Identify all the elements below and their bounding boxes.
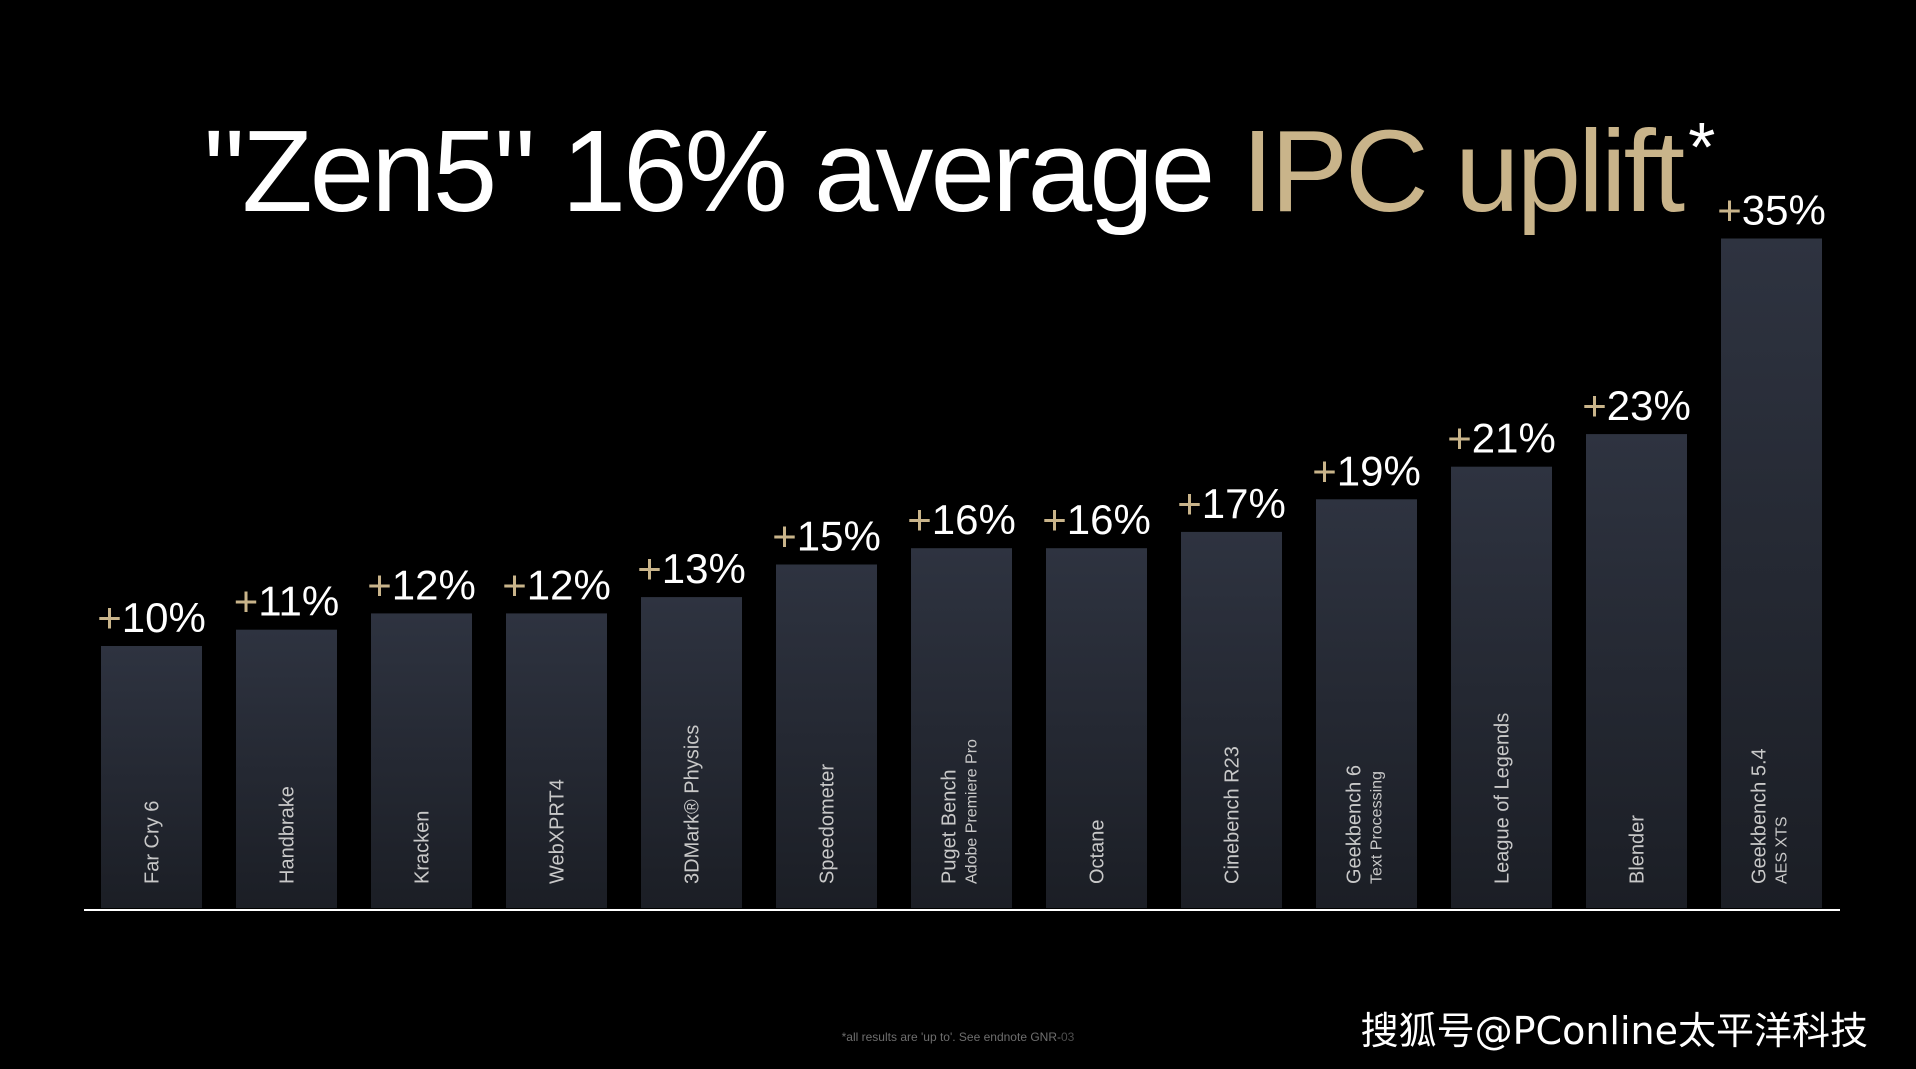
bar-10 bbox=[1316, 499, 1417, 908]
category-label-9: Cinebench R23 bbox=[1222, 746, 1244, 884]
category-label-1: Far Cry 6 bbox=[142, 801, 164, 884]
footnote-code: 03 bbox=[1061, 1030, 1075, 1044]
footnote: *all results are 'up to'. See endnote GN… bbox=[0, 1030, 1916, 1044]
bar-7 bbox=[911, 548, 1012, 908]
category-label-2: Handbrake bbox=[277, 786, 299, 884]
value-label-13: +35% bbox=[1717, 187, 1826, 234]
value-label-1: +10% bbox=[97, 594, 206, 641]
value-label-8: +16% bbox=[1042, 496, 1151, 543]
category-sublabel-10: Text Processing bbox=[1369, 771, 1386, 884]
category-label-8: Octane bbox=[1087, 820, 1109, 884]
bar-1 bbox=[101, 646, 202, 908]
category-label-13: Geekbench 5.4 bbox=[1749, 748, 1771, 884]
category-sublabel-13: AES XTS bbox=[1774, 816, 1791, 884]
bar-12 bbox=[1586, 434, 1687, 908]
category-label-12: Blender bbox=[1627, 815, 1649, 884]
title-asterisk: * bbox=[1688, 108, 1715, 186]
category-label-3: Kracken bbox=[412, 811, 434, 884]
bar-9 bbox=[1181, 531, 1282, 908]
value-label-9: +17% bbox=[1177, 480, 1286, 527]
value-label-4: +12% bbox=[502, 561, 611, 608]
slide-title: "Zen5" 16% average IPC uplift* bbox=[0, 106, 1916, 236]
bars-group: +10% Far Cry 6 +11% Handbrake +12% Kracken +12… bbox=[97, 187, 1826, 908]
value-label-2: +11% bbox=[234, 578, 339, 625]
title-highlight: IPC uplift bbox=[1241, 106, 1685, 236]
watermark: 搜狐号@PConline太平洋科技 bbox=[1360, 1009, 1868, 1053]
value-label-5: +13% bbox=[637, 545, 746, 592]
value-label-11: +21% bbox=[1447, 415, 1556, 462]
bar-2 bbox=[236, 629, 337, 908]
bar-5 bbox=[641, 597, 742, 908]
value-label-6: +15% bbox=[772, 513, 881, 560]
category-sublabel-7: Adobe Premiere Pro bbox=[964, 739, 981, 884]
value-label-10: +19% bbox=[1312, 447, 1421, 494]
value-label-3: +12% bbox=[367, 561, 476, 608]
bar-8 bbox=[1046, 548, 1147, 908]
bar-6 bbox=[776, 564, 877, 908]
footnote-text: *all results are 'up to'. See endnote GN… bbox=[841, 1030, 1061, 1044]
bar-3 bbox=[371, 613, 472, 908]
category-label-7: Puget Bench bbox=[939, 769, 961, 884]
bar-11 bbox=[1451, 466, 1552, 908]
value-label-7: +16% bbox=[907, 496, 1016, 543]
category-label-11: League of Legends bbox=[1492, 713, 1514, 884]
category-label-5: 3DMark® Physics bbox=[682, 725, 704, 884]
category-label-10: Geekbench 6 bbox=[1344, 765, 1366, 884]
title-main: "Zen5" 16% average bbox=[203, 106, 1242, 236]
value-label-12: +23% bbox=[1582, 382, 1691, 429]
category-label-4: WebXPRT4 bbox=[547, 779, 569, 884]
category-label-6: Speedometer bbox=[817, 764, 839, 884]
bar-4 bbox=[506, 613, 607, 908]
bar-13 bbox=[1721, 238, 1822, 908]
